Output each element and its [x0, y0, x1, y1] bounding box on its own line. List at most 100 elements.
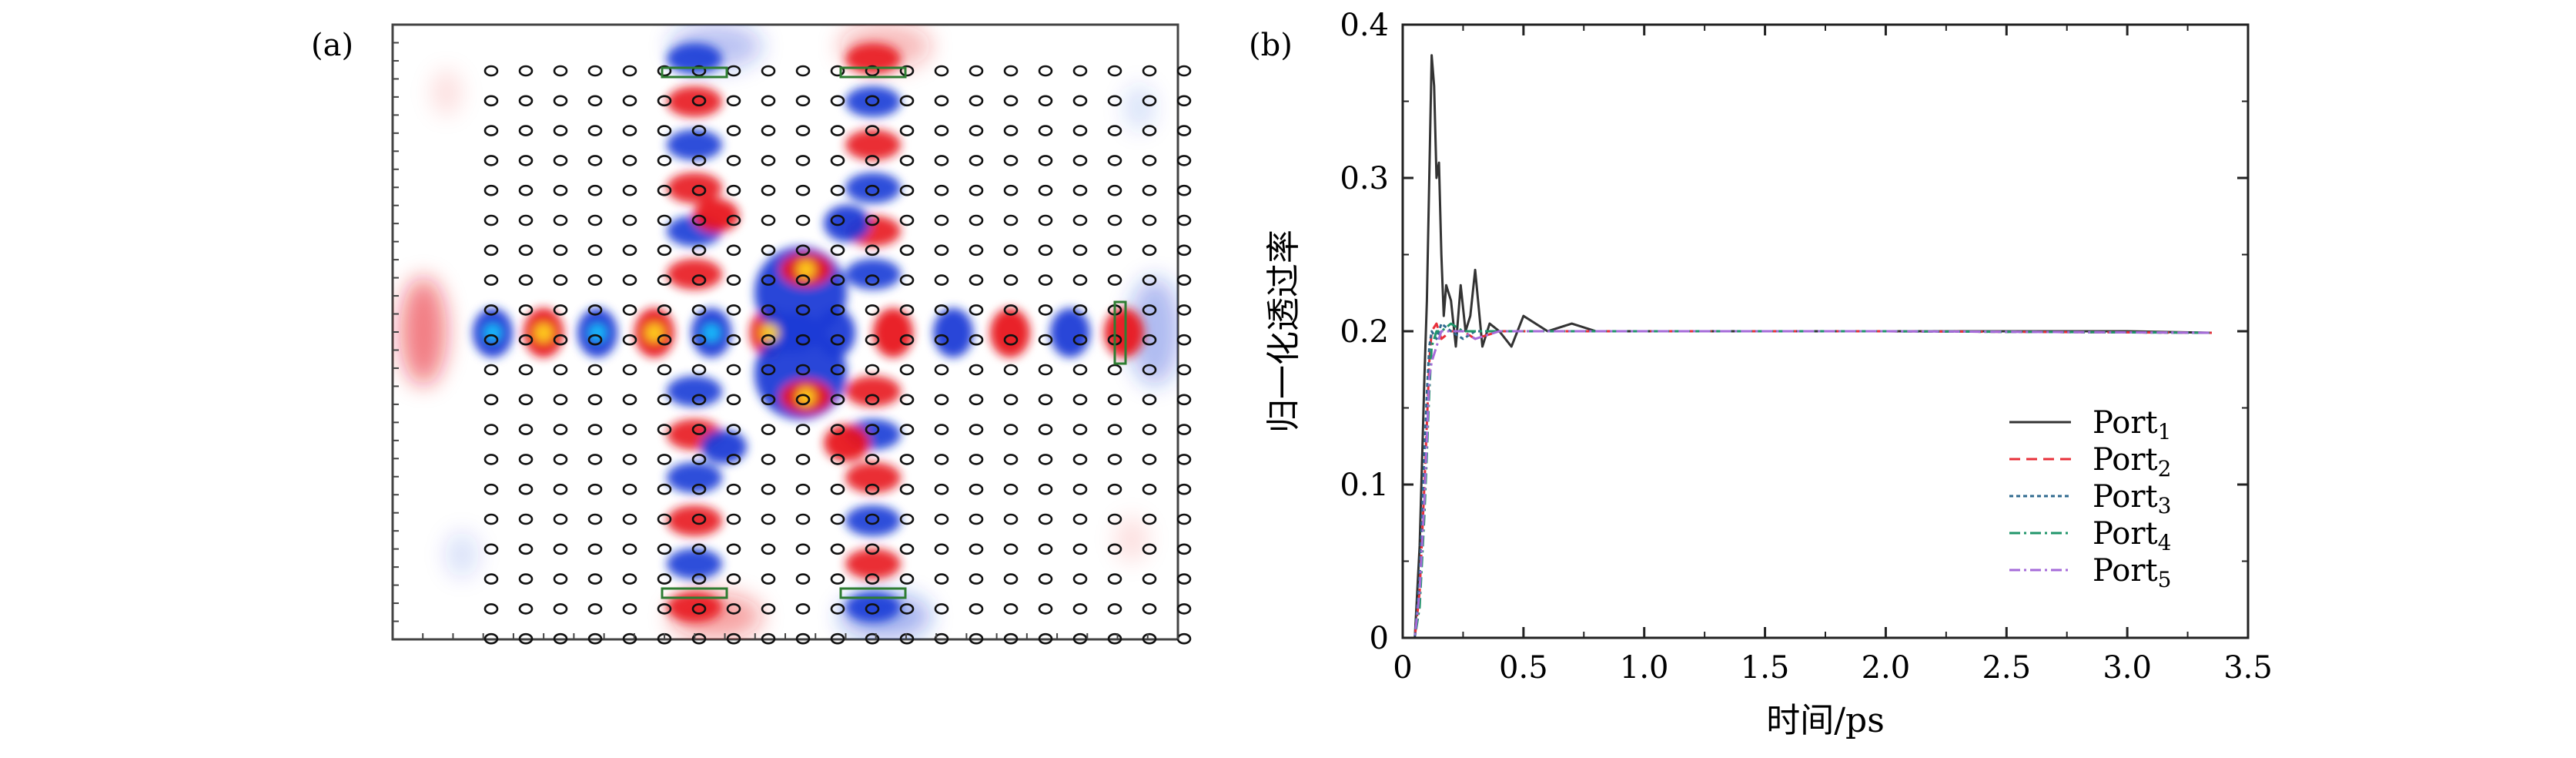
panel-b: (b) 0 0.5 1.0 1.5 2.0 2.5 3.0 3.500.10.20.30.4 …	[1249, 8, 2273, 740]
lattice-rod	[657, 424, 672, 435]
lattice-rod	[865, 364, 880, 376]
lattice-rod	[830, 573, 845, 585]
lattice-rod	[1003, 573, 1019, 585]
lattice-rod	[1072, 483, 1088, 495]
lattice-rod	[865, 632, 880, 645]
lattice-rod	[899, 304, 915, 316]
lattice-rod	[657, 543, 672, 555]
lattice-rod	[1176, 95, 1192, 107]
lattice-rod	[934, 632, 949, 645]
lattice-rod	[899, 632, 915, 645]
lattice-rod	[726, 304, 741, 316]
lattice-rod	[934, 334, 949, 346]
lattice-rod	[1072, 125, 1088, 136]
series-line-2	[1403, 322, 2212, 639]
port-marker	[661, 66, 728, 79]
lattice-rod	[865, 155, 880, 166]
lattice-rod	[1003, 125, 1019, 136]
lattice-rod	[865, 543, 880, 555]
lattice-rod	[587, 364, 603, 376]
lattice-rod	[518, 304, 534, 316]
lattice-rod	[622, 394, 637, 406]
lattice-rod	[691, 334, 707, 346]
lattice-rod	[969, 274, 984, 286]
lattice-rod	[657, 334, 672, 346]
lattice-rod	[795, 424, 811, 435]
lattice-rod	[1003, 364, 1019, 376]
lattice-rod	[1003, 424, 1019, 435]
lattice-rod	[865, 304, 880, 316]
lattice-rod	[1142, 632, 1157, 645]
port-markers	[661, 66, 1127, 599]
lattice-rod	[761, 155, 776, 166]
lattice-rod	[483, 304, 499, 316]
lattice-rod	[1176, 214, 1192, 226]
lattice-rod	[1038, 125, 1053, 136]
lattice-rod	[795, 573, 811, 585]
lattice-rod	[691, 424, 707, 435]
lattice-rod	[1176, 274, 1192, 286]
lattice-rod	[726, 214, 741, 226]
lattice-rod	[483, 65, 499, 77]
lattice-rod	[795, 603, 811, 615]
lattice-rod	[761, 125, 776, 136]
lattice-rod	[865, 394, 880, 406]
lattice-rod	[587, 424, 603, 435]
lattice-rod	[1176, 573, 1192, 585]
lattice-rod	[553, 274, 568, 286]
lattice-rod	[1038, 214, 1053, 226]
lattice-rod	[969, 483, 984, 495]
lattice-rod	[1003, 543, 1019, 555]
lattice-rod	[761, 394, 776, 406]
lattice-rod	[553, 424, 568, 435]
lattice-rod	[691, 603, 707, 615]
lattice-rod	[795, 125, 811, 136]
lattice-rod	[899, 394, 915, 406]
lattice-rod	[622, 65, 637, 77]
lattice-rod	[1107, 95, 1122, 107]
lattice-rod	[1072, 543, 1088, 555]
lattice-rod	[934, 364, 949, 376]
lattice-rod	[1072, 214, 1088, 226]
panel-a: (a)	[311, 23, 1192, 645]
legend-entry: Port1	[2093, 405, 2171, 444]
lattice-rod	[622, 513, 637, 525]
lattice-rod	[483, 184, 499, 196]
lattice-rod	[1142, 364, 1157, 376]
lattice-rod	[1176, 364, 1192, 376]
lattice-rod	[899, 125, 915, 136]
lattice-rod	[1107, 125, 1122, 136]
lattice-rod	[761, 244, 776, 257]
lattice-rod	[1142, 543, 1157, 555]
lattice-rod	[830, 125, 845, 136]
lattice-rod	[830, 304, 845, 316]
lattice-rod	[691, 513, 707, 525]
lattice-rod	[726, 513, 741, 525]
lattice-rod	[587, 65, 603, 77]
lattice-rod	[830, 364, 845, 376]
lattice-rod	[1107, 603, 1122, 615]
lattice-rod	[1003, 155, 1019, 166]
lattice-rod	[1107, 632, 1122, 645]
lattice-rod	[795, 304, 811, 316]
lattice-rod	[969, 125, 984, 136]
lattice-rod	[899, 483, 915, 495]
lattice-rod	[657, 364, 672, 376]
lattice-rod	[899, 543, 915, 555]
lattice-rod	[622, 184, 637, 196]
rod-lattice	[483, 65, 1192, 645]
lattice-rod	[1107, 543, 1122, 555]
lattice-rod	[761, 334, 776, 346]
lattice-rod	[899, 513, 915, 525]
y-tick-label: 0.2	[1340, 314, 1389, 350]
lattice-rod	[553, 603, 568, 615]
lattice-rod	[553, 394, 568, 406]
lattice-rod	[1038, 334, 1053, 346]
lattice-rod	[1038, 95, 1053, 107]
lattice-rod	[691, 214, 707, 226]
x-tick-label: 3.5	[2223, 650, 2273, 686]
lattice-rod	[553, 364, 568, 376]
lattice-rod	[934, 125, 949, 136]
lattice-rod	[1003, 95, 1019, 107]
